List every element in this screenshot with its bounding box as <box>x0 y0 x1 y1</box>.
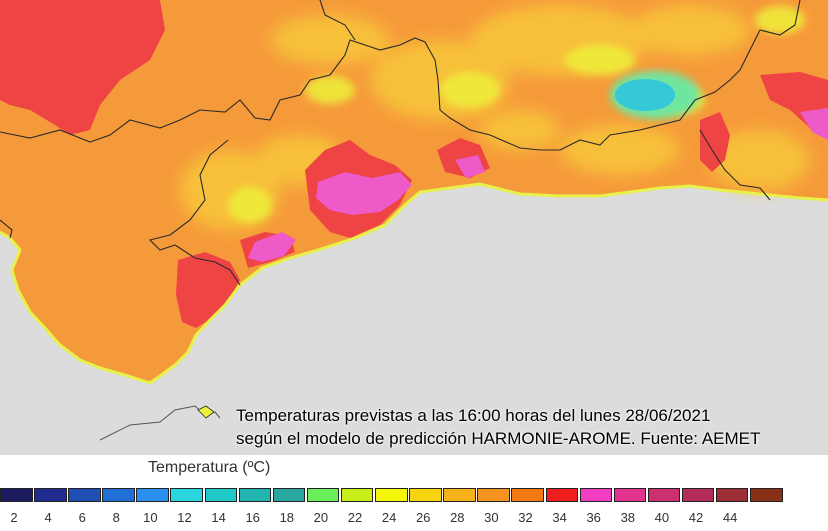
legend-tick-label: 6 <box>78 510 86 525</box>
legend-swatch <box>238 488 272 502</box>
legend-tick-label: 30 <box>484 510 499 525</box>
legend-tick-label: 32 <box>518 510 533 525</box>
map-caption: Temperaturas previstas a las 16:00 horas… <box>236 404 826 450</box>
caption-line-2: según el modelo de predicción HARMONIE-A… <box>236 429 761 448</box>
legend-title: Temperatura (ºC) <box>148 459 271 476</box>
legend-tick-label: 14 <box>211 510 226 525</box>
legend-swatch <box>477 488 510 502</box>
legend-swatch <box>170 488 203 502</box>
legend-swatch <box>34 488 67 502</box>
legend-tick-label: 26 <box>415 510 431 525</box>
caption-line-1: Temperaturas previstas a las 16:00 horas… <box>236 406 711 425</box>
legend-tick-label: 24 <box>381 510 397 525</box>
legend-tick-label: 36 <box>586 510 601 525</box>
legend-swatch <box>340 488 374 502</box>
legend-tick-label: 22 <box>347 510 363 525</box>
coastline <box>0 182 828 385</box>
province-borders <box>0 0 801 286</box>
legend-swatch <box>579 488 613 502</box>
legend-tick-label: 18 <box>279 510 295 525</box>
legend-swatch <box>375 488 408 502</box>
legend-swatch <box>647 488 681 502</box>
legend-swatch <box>204 488 238 502</box>
very-hot-zones <box>248 108 828 262</box>
legend-swatch <box>0 488 33 502</box>
legend-tick-label: 42 <box>688 510 704 525</box>
legend-swatch <box>750 488 783 502</box>
temperature-map <box>0 0 828 455</box>
legend-tick-label: 38 <box>620 510 636 525</box>
legend-swatch <box>68 488 101 502</box>
legend-swatch <box>102 488 135 502</box>
cool-spot <box>610 71 700 119</box>
legend-swatch <box>306 488 340 502</box>
legend-tick-label: 2 <box>10 510 18 525</box>
legend-swatch <box>681 488 715 502</box>
africa-hot-spot <box>197 405 215 419</box>
legend-tick-label: 16 <box>245 510 260 525</box>
temperature-legend: Temperatura (ºC) 2 4 6 8 10 12 14 16 18 20 22 24 26 2… <box>0 455 828 531</box>
legend-swatch <box>545 488 578 502</box>
legend-tick-label: 12 <box>177 510 192 525</box>
legend-swatch <box>272 488 306 502</box>
legend-swatch <box>715 488 749 502</box>
legend-swatch <box>613 488 647 502</box>
legend-tick-label: 4 <box>44 510 52 525</box>
legend-swatch <box>443 488 476 502</box>
legend-tick-label: 10 <box>143 510 158 525</box>
legend-tick-label: 8 <box>112 510 120 525</box>
legend-tick-label: 28 <box>450 510 465 525</box>
legend-swatch <box>136 488 169 502</box>
legend-swatch <box>511 488 544 502</box>
legend-tick-label: 44 <box>722 510 738 525</box>
legend-ticks: 2 4 6 8 10 12 14 16 18 20 22 24 26 28 30 32 34 36 38 40 42 44 <box>0 510 828 528</box>
legend-tick-label: 34 <box>552 510 567 525</box>
legend-tick-label: 20 <box>313 510 329 525</box>
legend-swatch <box>409 488 442 502</box>
legend-tick-label: 40 <box>654 510 670 525</box>
legend-color-bar <box>0 488 784 502</box>
